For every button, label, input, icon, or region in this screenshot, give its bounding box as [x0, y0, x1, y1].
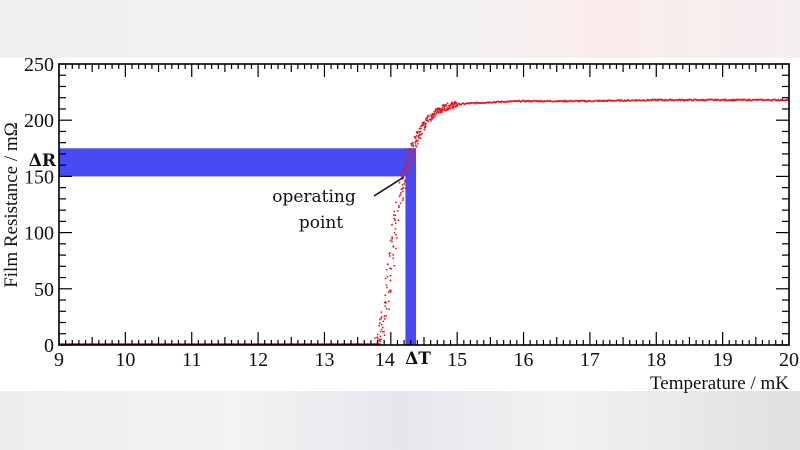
delta-r-band — [59, 148, 417, 177]
x-tick-label: 20 — [779, 349, 799, 371]
x-tick-labels: 9 10 11 12 13 14 15 16 17 18 19 20 — [54, 349, 799, 371]
x-tick-label: 19 — [713, 349, 733, 371]
x-tick-label: 13 — [314, 349, 334, 371]
y-tick-label: 250 — [24, 54, 54, 76]
x-tick-label: 18 — [646, 349, 666, 371]
x-tick-label: 12 — [248, 349, 268, 371]
delta-r-label: ΔR — [29, 151, 57, 171]
axis-ticks — [58, 63, 790, 346]
sensitivity-bands — [59, 148, 417, 345]
plot-background — [0, 58, 800, 391]
operating-point-label-line1: operating — [272, 187, 356, 207]
data-points — [59, 98, 790, 345]
x-tick-label: 10 — [115, 349, 135, 371]
delta-t-label: ΔT — [405, 349, 431, 369]
x-tick-label: 17 — [580, 349, 600, 371]
x-tick-label: 9 — [54, 349, 64, 371]
x-axis-title: Temperature / mK — [650, 373, 789, 394]
y-tick-label: 50 — [34, 279, 54, 301]
y-tick-labels: 0 50 100 150 200 250 — [24, 54, 54, 357]
plot-frame — [58, 63, 790, 346]
y-tick-label: 0 — [44, 335, 54, 357]
x-tick-label: 15 — [447, 349, 467, 371]
x-tick-label: 14 — [375, 349, 395, 371]
y-tick-label: 100 — [24, 223, 54, 245]
background-bottom — [0, 391, 800, 450]
y-tick-label: 150 — [24, 166, 54, 188]
x-tick-label: 11 — [182, 349, 201, 371]
y-tick-label: 200 — [24, 110, 54, 132]
y-axis-title: Film Resistance / mΩ — [1, 122, 22, 288]
x-tick-label: 16 — [514, 349, 534, 371]
operating-point-label-line2: point — [299, 213, 344, 233]
background-top — [0, 0, 800, 58]
delta-t-band — [405, 148, 417, 345]
operating-point-arrow — [373, 176, 405, 197]
